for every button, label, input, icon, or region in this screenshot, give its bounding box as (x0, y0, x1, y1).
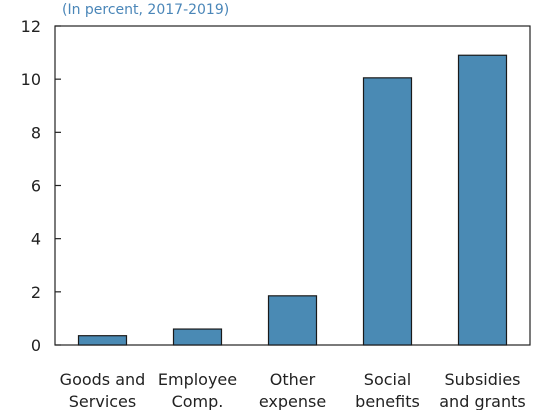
x-axis: Goods and Services Employee Comp. Other expen… (60, 370, 526, 411)
bar-2 (267, 295, 318, 346)
bar-4 (457, 54, 508, 346)
y-tick-label: 12 (21, 17, 41, 36)
y-axis: 0 2 4 6 8 10 12 (21, 17, 61, 355)
y-tick-label: 0 (31, 336, 41, 355)
x-category-label: Goods and Services (60, 370, 146, 410)
y-tick-label: 10 (21, 70, 41, 89)
y-tick-label: 2 (31, 283, 41, 302)
x-category-label: Subsidies and grants (439, 370, 525, 410)
x-category-label: Employee Comp. (158, 370, 237, 410)
bar-0 (77, 335, 128, 346)
y-tick-label: 6 (31, 177, 41, 196)
x-category-label: Other expense (259, 370, 326, 410)
chart-subtitle: (In percent, 2017-2019) (62, 2, 229, 18)
bars (77, 54, 508, 346)
x-category-label: Social benefits (355, 370, 420, 410)
bar-1 (172, 328, 223, 346)
y-tick-label: 4 (31, 230, 41, 249)
bar-3 (362, 77, 413, 346)
y-tick-label: 8 (31, 123, 41, 142)
